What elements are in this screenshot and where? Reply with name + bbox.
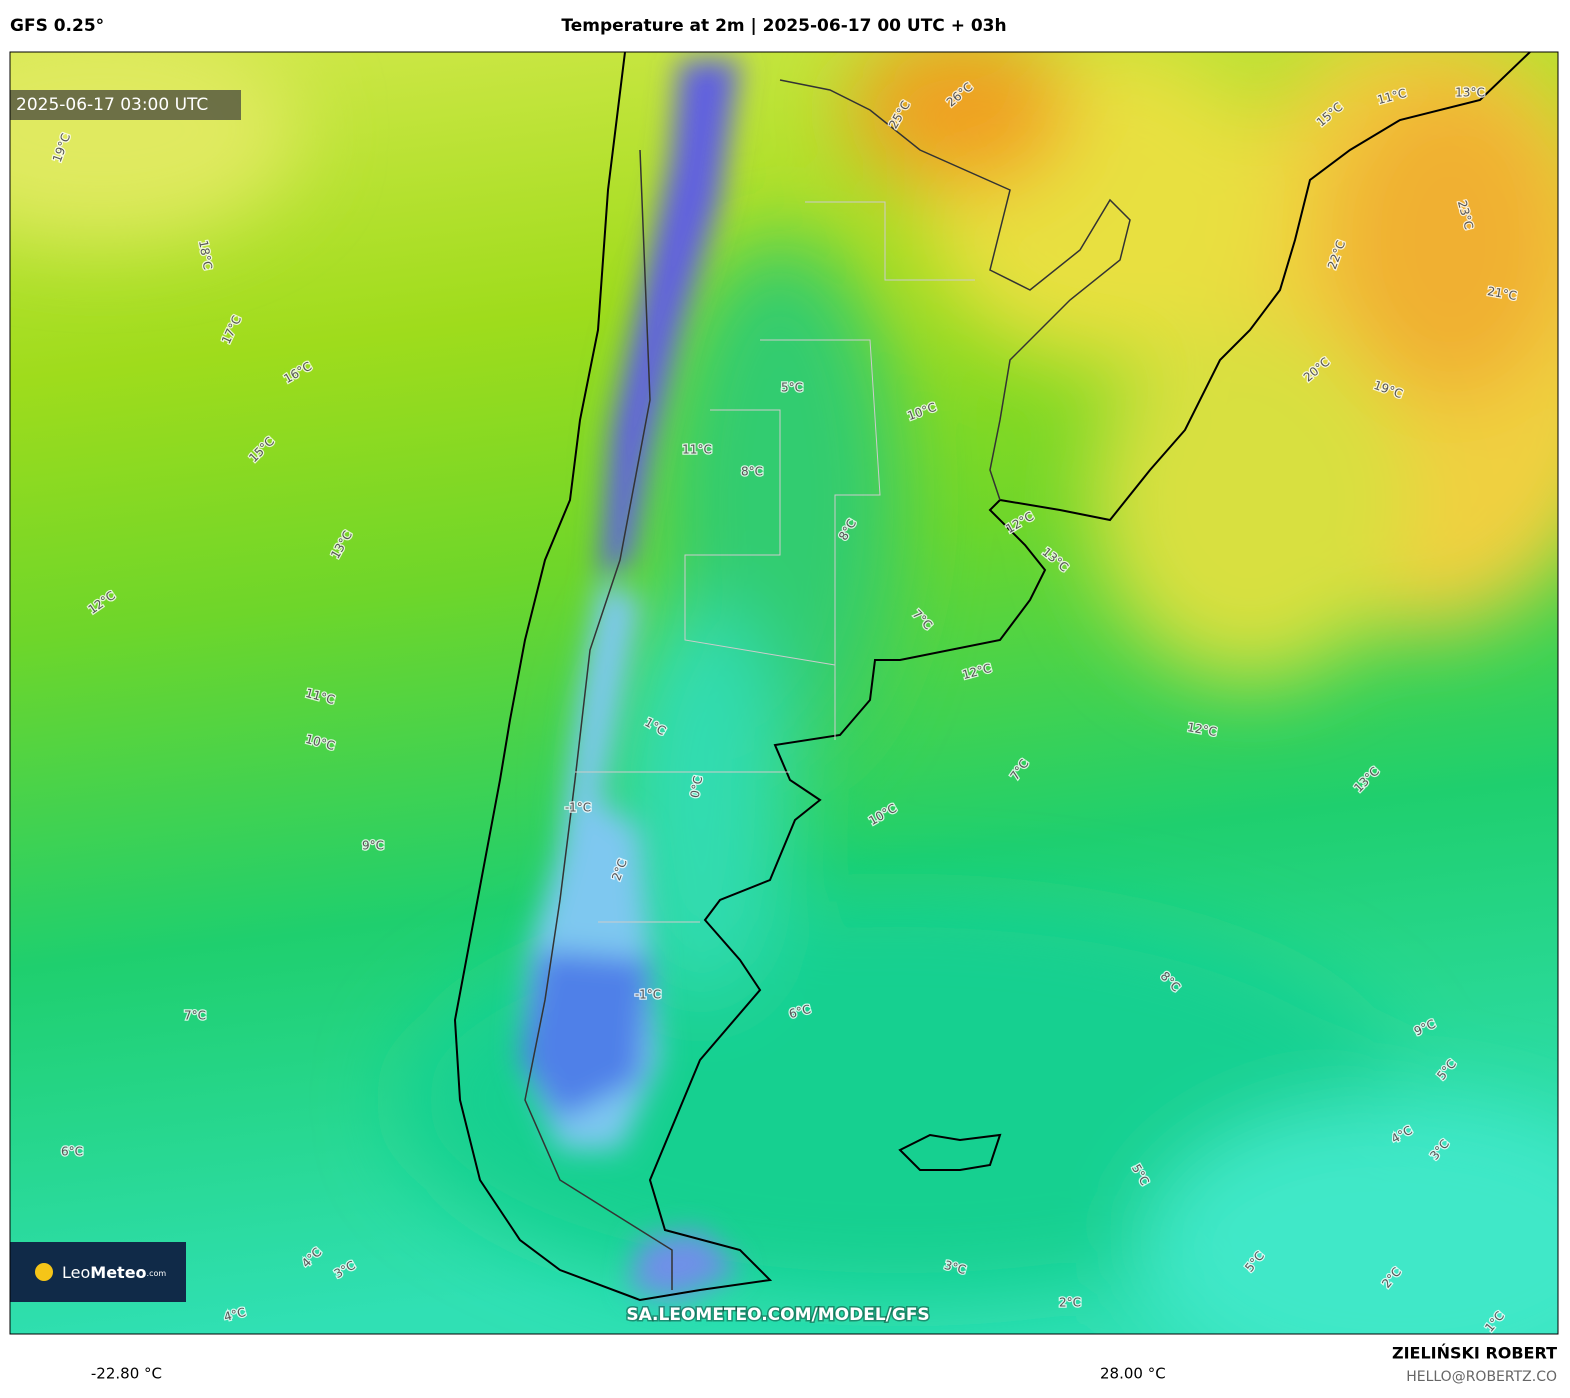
logo-suffix: .com: [147, 1269, 167, 1278]
watermark: SA.LEOMETEO.COM/MODEL/GFS: [626, 1305, 929, 1325]
contour-label: 12°C: [1186, 720, 1218, 739]
contour-label: 13°C: [1455, 86, 1485, 100]
contour-label: -1°C: [565, 801, 591, 815]
contour-label: -1°C: [635, 988, 661, 1002]
map-title: Temperature at 2m | 2025-06-17 00 UTC + …: [561, 16, 1006, 36]
map-frame: [9, 51, 1559, 1335]
logo-name-bold: Meteo: [90, 1263, 146, 1282]
contour-label: 6°C: [787, 1002, 812, 1021]
borders: [524, 79, 1131, 1290]
model-name: GFS 0.25°: [10, 16, 104, 36]
logo-sun: [35, 1263, 53, 1281]
contour-label: 8°C: [741, 465, 763, 479]
contour-label: 0°C: [688, 775, 706, 799]
contour-label: 5°C: [781, 381, 803, 395]
map: 2025-06-17 03:00 UTC 19°C18°C17°C16°C15°…: [10, 52, 1558, 1334]
valid-time-box: [10, 90, 241, 120]
coastline: [453, 52, 1531, 1302]
contour-label: 2°C: [1059, 1296, 1081, 1310]
province-borders: [575, 201, 975, 923]
author: ZIELIŃSKI ROBERT: [1392, 1344, 1557, 1363]
contour-label: 7°C: [184, 1009, 206, 1023]
colorbar-min: -22.80 °C: [91, 1365, 162, 1383]
contour-label: 6°C: [61, 1145, 83, 1159]
contour-label: 21°C: [1486, 284, 1518, 303]
andes-cold: [520, 60, 740, 1300]
colorbar-max: 28.00 °C: [1100, 1365, 1166, 1383]
contour-label: 9°C: [362, 839, 384, 853]
contact: HELLO@ROBERTZ.CO: [1406, 1369, 1557, 1385]
contour-label: 18°C: [196, 239, 215, 271]
valid-time: 2025-06-17 03:00 UTC: [16, 95, 208, 115]
contour-label: 11°C: [682, 443, 712, 457]
logo: LeoMeteo.com: [62, 1263, 166, 1282]
falkland-islands: [898, 1133, 1002, 1171]
logo-name: Leo: [62, 1263, 90, 1282]
